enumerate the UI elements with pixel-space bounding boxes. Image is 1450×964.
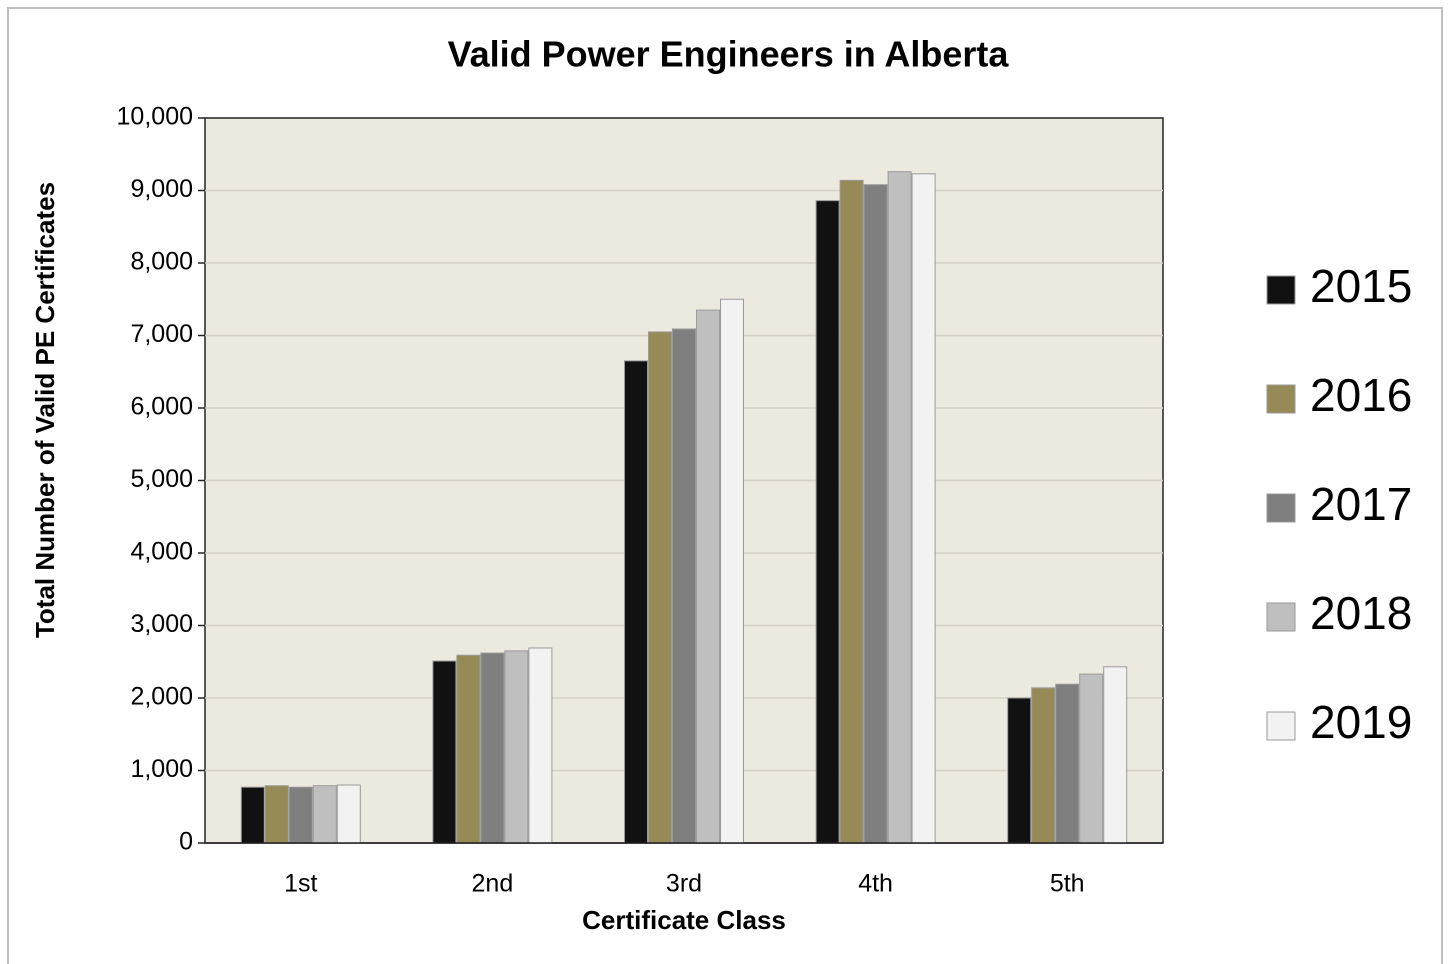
legend-swatch (1266, 493, 1296, 523)
bar (1007, 697, 1032, 844)
bar (1103, 666, 1128, 844)
bar (1031, 687, 1056, 844)
bar (887, 171, 912, 844)
bar (432, 660, 457, 844)
legend-label: 2019 (1310, 696, 1412, 748)
y-tick-label: 3,000 (130, 610, 193, 638)
legend-swatch (1266, 275, 1296, 305)
y-tick-label: 8,000 (130, 248, 193, 276)
bar (696, 309, 720, 844)
bar (504, 650, 529, 844)
y-tick-label: 7,000 (130, 320, 193, 348)
y-tick-label: 6,000 (130, 393, 193, 421)
bar (1079, 673, 1104, 844)
x-tick-label: 3rd (666, 870, 702, 898)
bar (648, 331, 672, 844)
y-tick-label: 9,000 (130, 175, 193, 203)
bar (480, 652, 505, 844)
bar (240, 786, 265, 844)
y-tick-label: 5,000 (130, 465, 193, 493)
y-tick-label: 10,000 (117, 103, 193, 131)
legend-swatch (1266, 602, 1296, 632)
y-axis-label: Total Number of Valid PE Certificates (30, 182, 60, 638)
x-tick-label: 5th (1050, 870, 1085, 898)
bar (863, 184, 888, 844)
y-tick-label: 0 (179, 828, 193, 856)
legend-label: 2017 (1310, 478, 1412, 530)
bar (312, 785, 337, 844)
bar (264, 785, 289, 844)
legend-swatch (1266, 384, 1296, 414)
bar (911, 173, 936, 844)
x-tick-label: 4th (858, 870, 893, 898)
bar (839, 179, 864, 844)
legend-label: 2016 (1310, 369, 1412, 421)
legend-label: 2015 (1310, 260, 1412, 312)
x-axis-label: Certificate Class (582, 905, 786, 935)
y-tick-label: 2,000 (130, 683, 193, 711)
bar (456, 654, 481, 844)
bar (528, 647, 553, 844)
x-tick-label: 2nd (472, 870, 514, 898)
chart-title: Valid Power Engineers in Alberta (448, 34, 1010, 75)
bar (336, 784, 361, 844)
bar (288, 786, 313, 844)
bar (1055, 683, 1080, 844)
y-tick-label: 1,000 (130, 755, 193, 783)
bar (720, 298, 744, 844)
bar (672, 328, 696, 844)
legend-swatch (1266, 711, 1296, 741)
legend-label: 2018 (1310, 587, 1412, 639)
bar (815, 200, 840, 844)
x-tick-label: 1st (284, 870, 317, 898)
bar (624, 360, 648, 844)
y-tick-label: 4,000 (130, 538, 193, 566)
